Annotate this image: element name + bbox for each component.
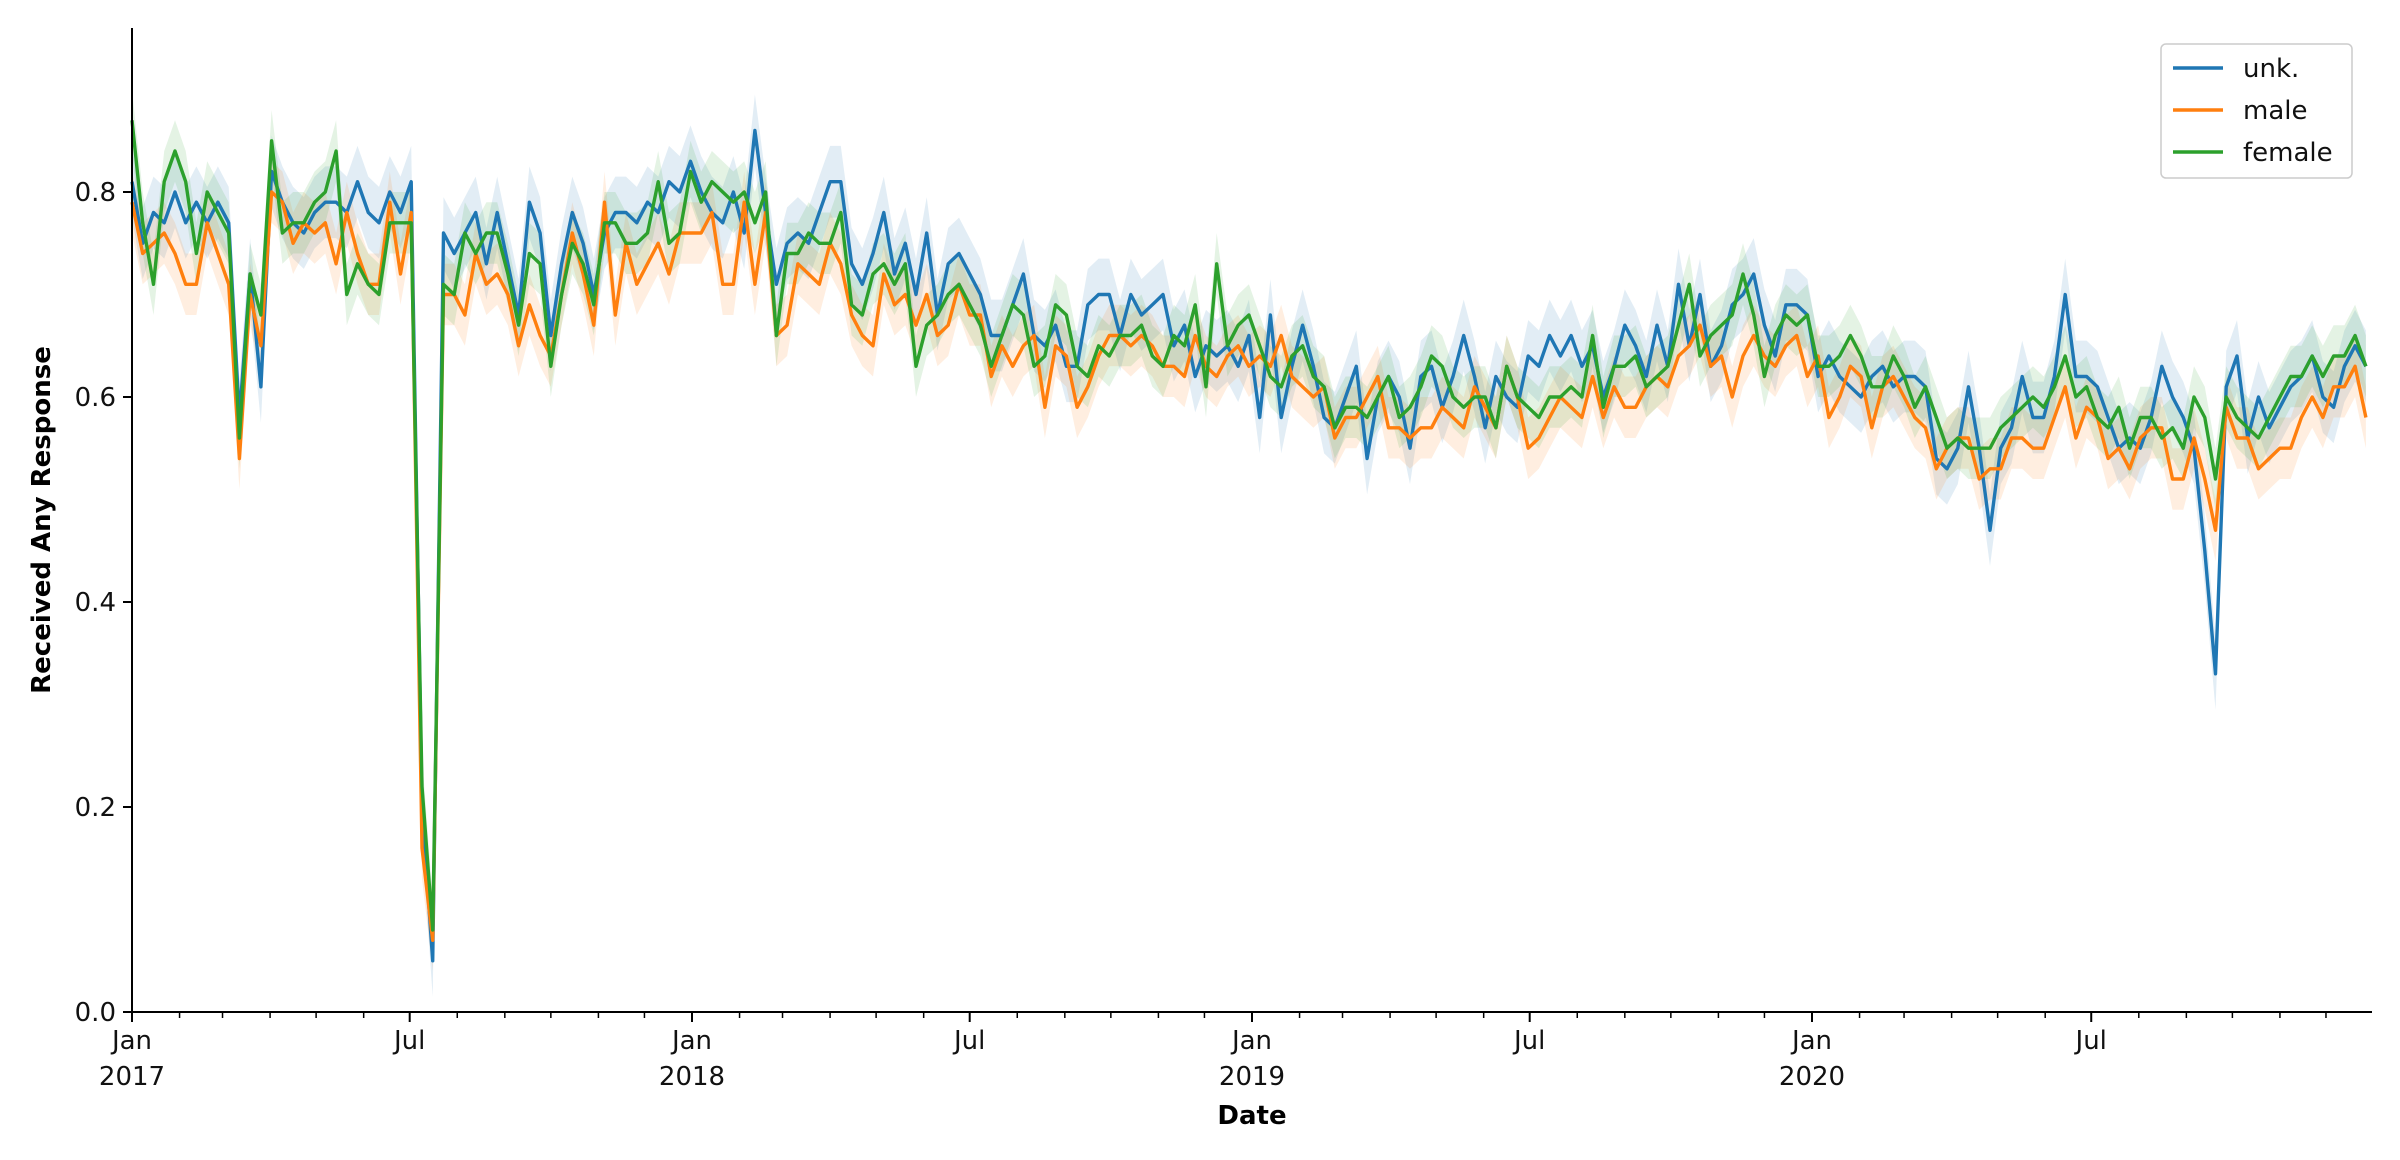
- y-tick-label: 0.0: [75, 998, 116, 1028]
- legend: unk. male female: [2160, 43, 2353, 179]
- legend-label: female: [2243, 138, 2333, 168]
- x-axis-label: Date: [1217, 1101, 1286, 1131]
- y-tick-label: 0.4: [75, 588, 116, 618]
- y-axis-label: Received Any Response: [27, 346, 57, 694]
- x-tick-label: Jan: [1230, 1026, 1272, 1056]
- series-lines: [130, 120, 2368, 963]
- x-tick-year-label: 2019: [1219, 1062, 1285, 1092]
- series-line-unk: [130, 128, 2368, 963]
- x-tick-label: Jul: [952, 1026, 985, 1056]
- x-tick-label: Jan: [1790, 1026, 1832, 1056]
- legend-box: [2160, 43, 2353, 179]
- x-tick-label: Jan: [110, 1026, 152, 1056]
- x-tick-label: Jul: [392, 1026, 425, 1056]
- x-tick-label: Jan: [670, 1026, 712, 1056]
- y-tick-label: 0.2: [75, 793, 116, 823]
- x-tick-year-label: 2020: [1779, 1062, 1845, 1092]
- x-tick-year-label: 2018: [659, 1062, 725, 1092]
- series-line-male: [130, 190, 2368, 942]
- axes: 0.0 0.2 0.4 0.6 0.8 Jan 2017 Jul Jan 2018 Jul Jan 20…: [75, 28, 2372, 1092]
- legend-label: male: [2243, 96, 2307, 126]
- y-tick-label: 0.8: [75, 178, 116, 208]
- ci-band-male: [132, 161, 2366, 971]
- x-tick-label: Jul: [1512, 1026, 1545, 1056]
- x-tick-year-label: 2017: [99, 1062, 165, 1092]
- x-tick-label: Jul: [2074, 1026, 2107, 1056]
- ci-band-female: [132, 89, 2366, 961]
- series-line-female: [130, 120, 2368, 932]
- legend-label: unk.: [2243, 54, 2299, 84]
- y-tick-label: 0.6: [75, 383, 116, 413]
